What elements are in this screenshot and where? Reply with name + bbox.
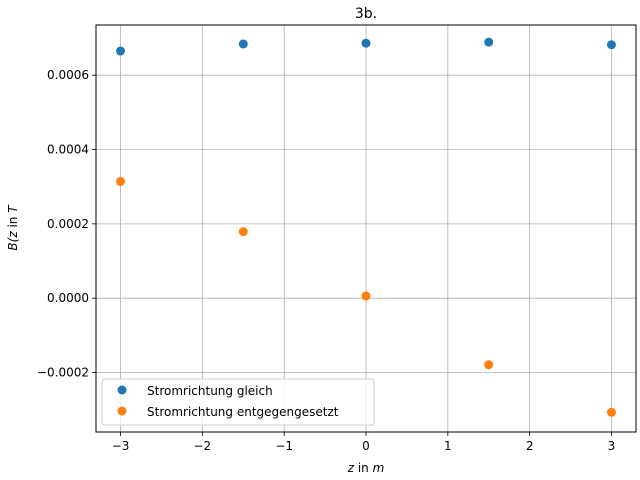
- legend-label-series-1: Stromrichtung gleich: [147, 384, 273, 398]
- legend-marker-series-1: [117, 385, 127, 395]
- x-axis-label-text: in: [354, 461, 373, 475]
- grid: [96, 25, 636, 432]
- x-tick-label: 3: [608, 439, 616, 453]
- y-axis-label-text: in: [6, 213, 20, 232]
- x-tick-label: −1: [275, 439, 293, 453]
- y-axis-label: B(z in T: [6, 204, 20, 251]
- y-axis-label-var: B(z: [6, 231, 20, 251]
- x-tick-label: 0: [362, 439, 370, 453]
- data-point-series-2: [484, 360, 494, 370]
- data-point-series-2: [606, 407, 616, 417]
- data-point-series-1: [238, 39, 248, 49]
- x-tick-label: −3: [112, 439, 130, 453]
- data-point-series-1: [361, 38, 371, 48]
- data-points: [116, 37, 616, 417]
- x-tick-label: 1: [444, 439, 452, 453]
- legend: Stromrichtung gleich Stromrichtung entge…: [101, 378, 375, 426]
- data-point-series-1: [606, 40, 616, 50]
- data-point-series-2: [361, 291, 371, 301]
- data-point-series-1: [116, 46, 126, 56]
- data-point-series-2: [116, 176, 126, 186]
- x-axis-label-unit: m: [373, 461, 385, 475]
- x-axis-label: z in m: [347, 461, 385, 475]
- y-tick-label: 0.0006: [47, 68, 89, 82]
- ticks: −3 −2 −1 0 1 2 3 −0.0002 0.0000 0.0002 0.0004 0.000…: [37, 68, 615, 453]
- x-tick-label: 2: [526, 439, 534, 453]
- x-tick-label: −2: [194, 439, 212, 453]
- y-tick-label: −0.0002: [37, 366, 89, 380]
- y-axis-label-unit: T: [6, 204, 20, 213]
- legend-label-series-2: Stromrichtung entgegengesetzt: [147, 405, 339, 419]
- legend-box: [101, 378, 375, 426]
- y-tick-label: 0.0000: [47, 291, 89, 305]
- legend-marker-series-2: [117, 406, 127, 416]
- y-tick-label: 0.0004: [47, 143, 89, 157]
- data-point-series-1: [484, 37, 494, 47]
- chart-title: 3b.: [355, 6, 377, 22]
- data-point-series-2: [238, 227, 248, 237]
- y-tick-label: 0.0002: [47, 217, 89, 231]
- x-axis-label-var: z: [347, 461, 355, 475]
